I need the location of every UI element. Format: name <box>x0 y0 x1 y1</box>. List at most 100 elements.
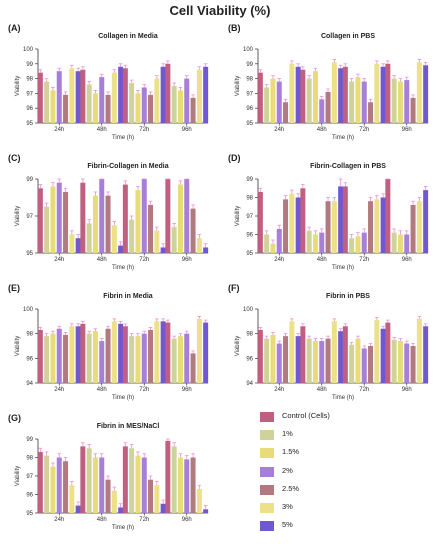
bar <box>295 66 301 123</box>
bar <box>148 94 154 123</box>
bar <box>289 193 295 253</box>
bar <box>257 329 263 383</box>
bar <box>63 334 69 383</box>
bar <box>165 179 171 253</box>
bar <box>86 223 92 253</box>
panel-g: (G) Fibrin in MES/NaCl 95 96 97 98 99 Viabili… <box>8 413 218 531</box>
bar <box>80 323 86 383</box>
bar <box>135 455 141 513</box>
legend-item: 2.5% <box>260 483 430 499</box>
bar <box>416 201 422 253</box>
bar <box>264 87 270 123</box>
panel-d: (D) Fibrin-Collagen in PBS 95 96 97 98 99 Via… <box>228 153 438 271</box>
y-tick-label: 96 <box>246 233 253 239</box>
bar-chart-fibrin-in-media: 94 96 98 100 Viability Time (h) 24h 48h 72h 96h <box>15 307 209 401</box>
x-tick-label: 48h <box>97 517 107 523</box>
legend-label: 5% <box>282 520 293 530</box>
bar <box>196 69 202 123</box>
bar <box>416 318 422 383</box>
bar <box>177 184 183 253</box>
bar <box>141 457 147 513</box>
bar <box>338 186 344 253</box>
bar <box>319 99 325 123</box>
bar <box>99 179 105 253</box>
bar <box>325 91 331 123</box>
bar <box>397 234 403 253</box>
bar <box>135 190 141 253</box>
panel-c: (C) Fibrin-Collagen in Media 95 97 99 Viabi… <box>8 153 218 271</box>
bar <box>295 336 301 383</box>
bar <box>385 63 391 123</box>
x-tick-label: 24h <box>54 257 64 263</box>
legend: Control (Cells) 1% 1.5% 2% 2.5% 3% 5% <box>260 410 430 537</box>
bar <box>135 93 141 123</box>
x-tick-label: 72h <box>139 517 149 523</box>
x-tick-label: 72h <box>139 127 149 133</box>
x-tick-label: 72h <box>359 257 369 263</box>
bar <box>122 184 128 253</box>
x-tick-label: 48h <box>97 387 107 393</box>
bar <box>165 440 171 513</box>
bar <box>190 353 196 383</box>
y-tick-label: 99 <box>26 62 33 68</box>
bar-chart-fibrin-in-mes-nacl: 95 96 97 98 99 Viability Time (h) 24h 48h 72h 96h <box>15 437 209 531</box>
y-tick-label: 95 <box>246 121 253 127</box>
y-tick-label: 99 <box>26 437 33 443</box>
x-tick-label: 72h <box>359 127 369 133</box>
panel-f: (F) Fibrin in PBS 94 96 98 100 Viability Time… <box>228 283 438 401</box>
bar <box>270 334 276 383</box>
bar <box>80 69 86 123</box>
bar <box>56 328 62 383</box>
y-tick-label: 95 <box>26 121 33 127</box>
y-axis-label: Viability <box>15 206 21 227</box>
bar <box>349 344 355 383</box>
y-tick-label: 100 <box>243 47 254 53</box>
legend-swatch <box>260 466 274 477</box>
bar <box>50 466 56 513</box>
panel-letter: (D) <box>228 153 241 163</box>
bar <box>190 97 196 123</box>
bar <box>196 238 202 253</box>
bar <box>99 77 105 123</box>
bar <box>154 230 160 253</box>
bar <box>44 336 50 383</box>
x-tick-label: 48h <box>317 257 327 263</box>
bar <box>37 72 43 123</box>
bar <box>69 234 75 253</box>
panel-letter: (B) <box>228 23 241 33</box>
x-tick-label: 24h <box>274 127 284 133</box>
bar <box>423 326 429 383</box>
y-tick-label: 98 <box>26 77 33 83</box>
legend-label: 3% <box>282 501 293 511</box>
bar <box>325 338 331 383</box>
bar <box>289 63 295 123</box>
x-tick-label: 96h <box>182 387 192 393</box>
bar <box>129 219 135 253</box>
y-tick-label: 97 <box>26 214 33 220</box>
bar <box>118 323 124 383</box>
x-tick-label: 96h <box>182 257 192 263</box>
bar <box>111 225 117 253</box>
bar <box>50 90 56 123</box>
bar <box>105 94 111 123</box>
bar <box>374 199 380 253</box>
bar <box>257 72 263 123</box>
bar <box>196 488 202 513</box>
bar <box>349 81 355 123</box>
y-tick-label: 96 <box>26 106 33 112</box>
bar <box>160 503 166 513</box>
bar <box>75 326 81 383</box>
bar <box>361 348 367 383</box>
bar <box>342 186 348 253</box>
bar <box>380 197 386 253</box>
legend-item: 2% <box>260 465 430 481</box>
bar <box>148 329 154 383</box>
x-axis-label: Time (h) <box>112 525 134 531</box>
y-axis-label: Viability <box>15 336 21 357</box>
x-tick-label: 96h <box>402 387 412 393</box>
bar <box>44 206 50 253</box>
legend-swatch <box>260 430 274 441</box>
bar <box>165 63 171 123</box>
x-tick-label: 72h <box>359 387 369 393</box>
bar <box>44 455 50 513</box>
